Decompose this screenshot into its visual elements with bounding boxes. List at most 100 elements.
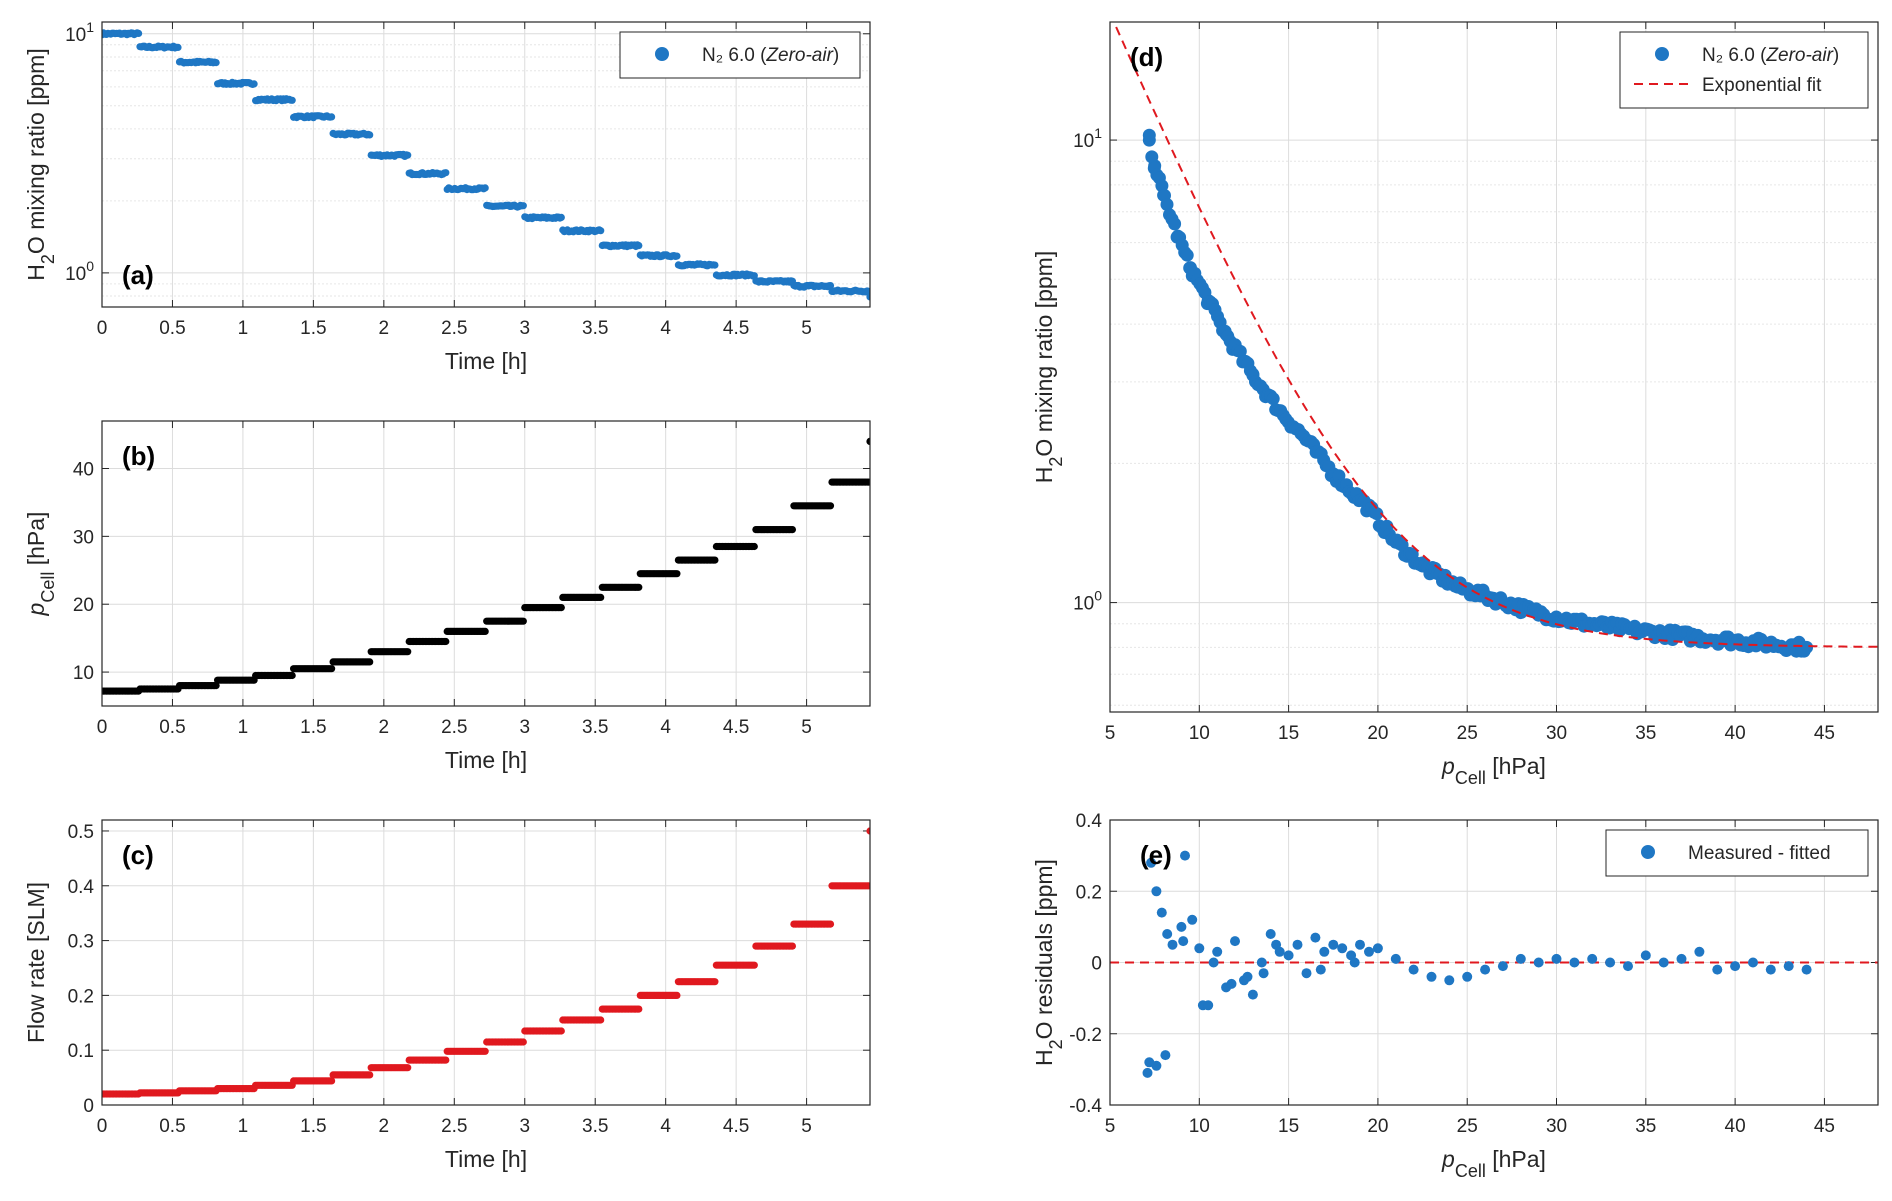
data-point — [135, 29, 143, 37]
chart-panel-d: 5 10 15 20 25 30 35 40 45 100 101 pCell [hPa] H2O mi… — [1031, 21, 1879, 788]
data-point — [871, 827, 878, 834]
x-tick-label: 0 — [97, 1116, 108, 1137]
data-point — [442, 1056, 450, 1064]
x-tick-label: 5 — [801, 318, 812, 339]
plot-area-b — [102, 421, 870, 706]
axes-frame-c — [101, 819, 871, 1106]
y-tick-label: 0 — [1091, 954, 1102, 975]
x-axis-label-a: Time [h] — [445, 348, 527, 374]
x-tick-label: 5 — [801, 1116, 812, 1137]
data-point — [1395, 538, 1409, 552]
y-tick-label: 30 — [73, 527, 94, 548]
data-point — [366, 131, 374, 139]
data-point — [872, 438, 879, 445]
x-tick-label: 1 — [238, 1116, 249, 1137]
y-tick-label: 0.4 — [1076, 811, 1103, 832]
data-point — [1370, 507, 1384, 521]
data-point — [1146, 857, 1157, 868]
data-point — [1337, 943, 1348, 954]
y-tick-label: 40 — [73, 460, 94, 481]
data-point — [673, 570, 681, 578]
data-point — [1145, 150, 1159, 164]
x-tick-label: 0.5 — [159, 1116, 185, 1137]
data-point — [442, 637, 450, 646]
data-point — [711, 978, 719, 986]
data-point — [1160, 198, 1174, 211]
data-point — [872, 292, 879, 299]
legend-point-marker — [655, 47, 669, 61]
data-point — [557, 213, 565, 221]
data-point — [873, 827, 880, 834]
data-point — [1676, 953, 1687, 964]
data-point — [1444, 975, 1455, 986]
legend-point-marker — [1641, 845, 1655, 859]
x-axis-label-b: Time [h] — [445, 747, 527, 773]
data-point — [366, 1071, 374, 1079]
data-point — [1426, 971, 1437, 982]
x-tick-label: 4 — [660, 1116, 671, 1137]
data-point — [1283, 950, 1294, 961]
x-tick-label: 4 — [660, 717, 671, 738]
panel-label-d: (d) — [1130, 42, 1163, 72]
data-point — [328, 113, 336, 121]
data-point — [1271, 939, 1282, 950]
data-point — [864, 478, 870, 486]
data-point — [1142, 128, 1156, 142]
axes-frame-e — [1109, 819, 1879, 1106]
data-point — [1480, 964, 1491, 975]
x-tick-label: 40 — [1725, 1116, 1746, 1137]
data-point — [826, 920, 835, 928]
x-tick-label: 1.5 — [300, 717, 326, 738]
data-layer-d — [1112, 22, 1878, 658]
data-point — [212, 59, 220, 67]
data-point — [869, 439, 870, 443]
x-tick-label: 1.5 — [300, 318, 326, 339]
data-point — [1694, 946, 1705, 957]
data-point — [869, 829, 870, 833]
data-point — [1349, 957, 1360, 968]
x-tick-label: 20 — [1367, 723, 1388, 744]
x-tick-label: 25 — [1457, 723, 1478, 744]
data-point — [1233, 344, 1247, 358]
data-point — [1208, 957, 1219, 968]
data-point — [1355, 939, 1365, 950]
x-tick-label: 5 — [1105, 1116, 1116, 1137]
y-axis-label-d: H2O mixing ratio [ppm] — [1031, 251, 1066, 483]
data-layer-c — [102, 827, 880, 1098]
data-point — [1230, 936, 1240, 947]
data-point — [1315, 964, 1326, 975]
data-point — [519, 1038, 527, 1046]
data-point — [288, 671, 296, 680]
exponential-fit-line — [1112, 22, 1878, 648]
data-point — [1256, 957, 1267, 968]
data-point — [250, 80, 258, 88]
data-point — [1194, 943, 1205, 954]
data-point — [328, 665, 336, 673]
data-point — [1301, 968, 1312, 979]
data-point — [870, 438, 877, 445]
x-tick-label: 1 — [238, 717, 249, 738]
data-point — [481, 1047, 489, 1055]
data-point — [871, 292, 878, 299]
x-tick-label: 15 — [1278, 723, 1299, 744]
data-point — [872, 293, 879, 300]
x-tick-label: 3.5 — [582, 1116, 608, 1137]
y-axis-label-c: Flow rate [SLM] — [23, 882, 49, 1043]
legend-point-marker — [1655, 47, 1669, 61]
data-point — [404, 648, 412, 656]
chart-panel-e: 5 10 15 20 25 30 35 40 45 -0.4 -0.2 0 0.2 0.4 pCell [h… — [1031, 811, 1879, 1181]
x-tick-label: 4.5 — [723, 1116, 749, 1137]
data-point — [871, 827, 878, 834]
data-point — [864, 882, 870, 890]
data-point — [1319, 946, 1330, 957]
legend-entry-label: N₂ 6.0 (Zero-air) — [702, 45, 839, 66]
legend-entry-label: Measured - fitted — [1688, 843, 1831, 864]
x-tick-label: 2 — [379, 1116, 390, 1137]
data-point — [1730, 961, 1741, 972]
data-point — [1748, 957, 1758, 968]
data-point — [872, 438, 879, 445]
x-tick-label: 4.5 — [723, 717, 749, 738]
data-point — [871, 438, 878, 445]
data-point — [1797, 644, 1811, 658]
x-tick-label: 3.5 — [582, 717, 608, 738]
